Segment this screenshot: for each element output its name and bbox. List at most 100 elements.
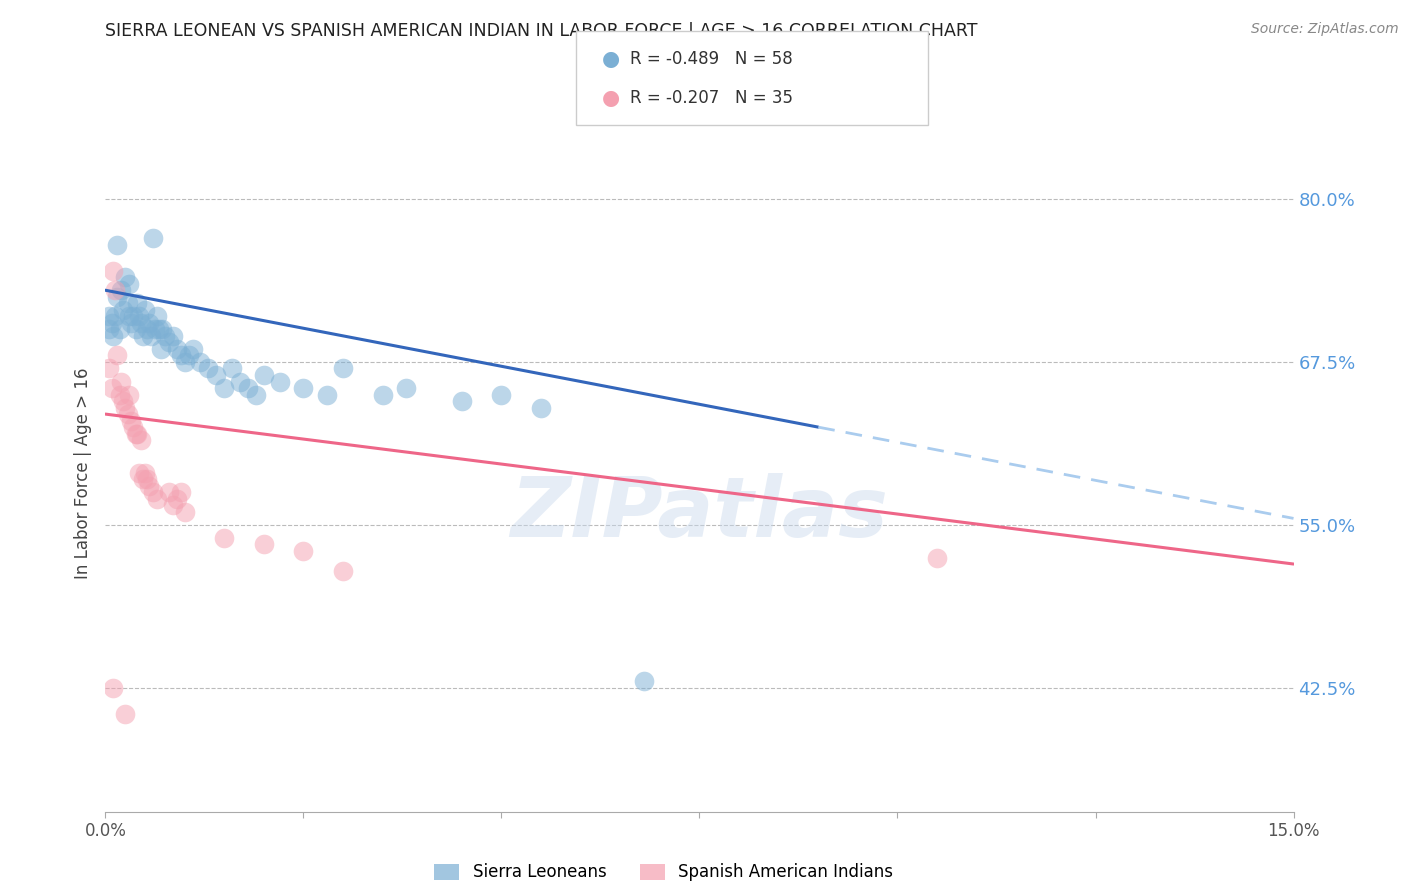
Point [129, 433, 152, 447]
Point [138, 479, 160, 493]
Text: R = -0.207   N = 35: R = -0.207 N = 35 [630, 89, 793, 107]
Point [173, 505, 195, 519]
Point [177, 348, 200, 362]
Point [153, 329, 176, 343]
Text: ●: ● [602, 88, 620, 109]
Point [166, 491, 188, 506]
Point [105, 237, 128, 252]
Point [332, 361, 354, 376]
Point [105, 348, 128, 362]
Point [103, 263, 125, 277]
Point [229, 375, 252, 389]
Point [128, 466, 150, 480]
Point [98, 322, 121, 336]
Point [108, 387, 131, 401]
Point [105, 290, 128, 304]
Point [114, 270, 136, 285]
Point [132, 472, 155, 486]
Text: R = -0.489   N = 58: R = -0.489 N = 58 [630, 51, 793, 69]
Point [491, 387, 513, 401]
Point [118, 387, 141, 401]
Text: SIERRA LEONEAN VS SPANISH AMERICAN INDIAN IN LABOR FORCE | AGE > 16 CORRELATION : SIERRA LEONEAN VS SPANISH AMERICAN INDIA… [105, 22, 979, 40]
Point [117, 407, 139, 421]
Point [450, 394, 472, 409]
Point [395, 381, 418, 395]
Point [269, 375, 291, 389]
Point [170, 485, 193, 500]
Point [149, 342, 172, 356]
Point [190, 355, 212, 369]
Point [633, 674, 655, 689]
Point [122, 310, 145, 324]
Point [104, 310, 127, 324]
Point [108, 322, 131, 336]
Point [110, 375, 132, 389]
Point [141, 329, 163, 343]
Point [181, 342, 204, 356]
Point [104, 283, 127, 297]
Point [118, 310, 141, 324]
Point [98, 361, 121, 376]
Point [138, 316, 160, 330]
Point [118, 277, 141, 291]
Point [146, 491, 169, 506]
Point [129, 316, 152, 330]
Point [142, 231, 165, 245]
Point [103, 329, 125, 343]
Point [110, 283, 132, 297]
Point [124, 322, 146, 336]
Point [101, 316, 124, 330]
Text: ZIPatlas: ZIPatlas [510, 473, 889, 554]
Point [142, 485, 165, 500]
Point [132, 329, 155, 343]
Point [135, 472, 157, 486]
Point [292, 544, 315, 558]
Point [245, 387, 267, 401]
Point [316, 387, 339, 401]
Point [148, 322, 170, 336]
Point [127, 426, 149, 441]
Point [236, 381, 259, 395]
Point [371, 387, 394, 401]
Point [111, 394, 134, 409]
Point [117, 296, 139, 310]
Point [530, 401, 553, 415]
Point [98, 310, 121, 324]
Legend: Sierra Leoneans, Spanish American Indians: Sierra Leoneans, Spanish American Indian… [434, 863, 893, 881]
Point [292, 381, 315, 395]
Point [111, 302, 134, 317]
Point [134, 466, 156, 480]
Point [114, 401, 136, 415]
Point [122, 420, 145, 434]
Point [157, 485, 180, 500]
Text: ●: ● [602, 49, 620, 70]
Point [146, 310, 169, 324]
Point [135, 322, 157, 336]
Point [162, 329, 184, 343]
Point [114, 706, 136, 721]
Point [127, 296, 149, 310]
Point [128, 310, 150, 324]
Point [253, 537, 276, 551]
Text: Source: ZipAtlas.com: Source: ZipAtlas.com [1251, 22, 1399, 37]
Point [221, 361, 243, 376]
Point [166, 342, 188, 356]
Point [214, 531, 236, 545]
Point [124, 426, 146, 441]
Point [927, 550, 949, 565]
Point [162, 499, 184, 513]
Point [101, 381, 124, 395]
Point [103, 681, 125, 695]
Point [173, 355, 195, 369]
Point [253, 368, 276, 382]
Point [120, 316, 142, 330]
Point [157, 335, 180, 350]
Point [143, 322, 166, 336]
Point [214, 381, 236, 395]
Point [134, 302, 156, 317]
Point [205, 368, 228, 382]
Point [120, 414, 142, 428]
Y-axis label: In Labor Force | Age > 16: In Labor Force | Age > 16 [75, 367, 93, 579]
Point [170, 348, 193, 362]
Point [197, 361, 219, 376]
